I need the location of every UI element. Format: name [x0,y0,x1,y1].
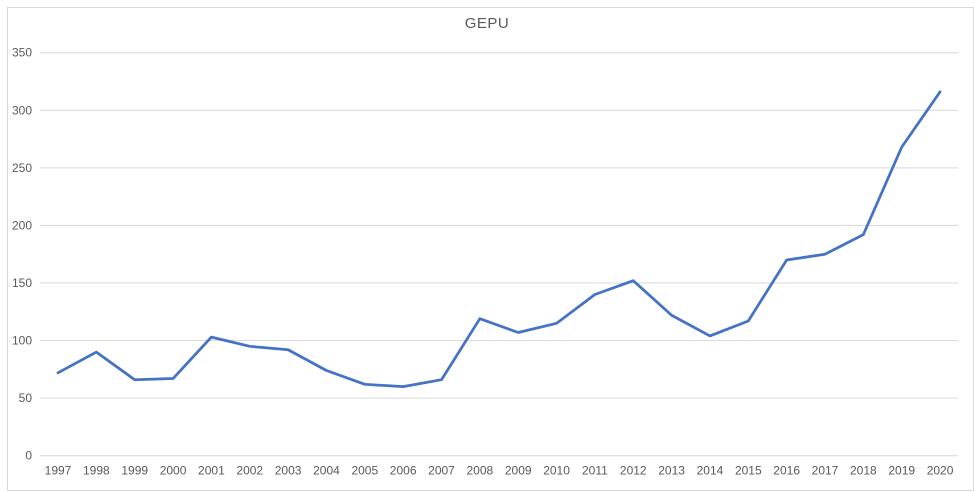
y-axis-tick-label: 200 [12,218,32,232]
x-axis-tick-labels: 1997 1998 1999 2000 2001 2002 2003 2004 2005 2006… [45,464,954,478]
x-axis-tick-label: 2010 [543,464,570,478]
x-axis-tick-label: 1998 [83,464,110,478]
x-axis-tick-label: 2012 [620,464,647,478]
chart-title: GEPU [465,15,510,32]
x-axis-tick-label: 2013 [658,464,685,478]
y-axis-tick-label: 150 [12,276,32,290]
x-axis-tick-label: 2004 [313,464,340,478]
x-axis-tick-label: 2011 [582,464,608,478]
x-axis-tick-label: 2019 [888,464,915,478]
x-axis-tick-label: 2002 [236,464,263,478]
x-axis-tick-label: 2009 [505,464,532,478]
x-axis-tick-label: 2003 [275,464,302,478]
y-axis-tick-label: 300 [12,103,32,117]
x-axis-tick-label: 2017 [812,464,839,478]
chart-container: GEPU 350 300 250 200 150 100 50 0 1997 1998 1999 2… [7,7,974,491]
x-axis-tick-label: 2018 [850,464,877,478]
y-axis-tick-label: 0 [25,449,32,463]
x-axis-tick-label: 2015 [735,464,762,478]
y-axis-tick-label: 50 [19,391,33,405]
x-axis-tick-label: 2016 [773,464,800,478]
y-axis-tick-label: 350 [12,46,32,60]
plot-area: GEPU 350 300 250 200 150 100 50 0 1997 1998 1999 2… [12,15,958,478]
y-axis-tick-labels: 350 300 250 200 150 100 50 0 [12,46,32,463]
x-axis-tick-label: 2005 [351,464,378,478]
x-axis-tick-label: 2008 [466,464,493,478]
x-axis-tick-label: 2020 [927,464,954,478]
gridlines-group [40,52,958,457]
x-axis-tick-label: 2000 [160,464,187,478]
x-axis-tick-label: 1999 [121,464,148,478]
data-series-group [56,90,942,388]
x-axis-tick-label: 2014 [697,464,724,478]
x-axis-tick-label: 2007 [428,464,455,478]
y-axis-tick-label: 100 [12,334,32,348]
x-axis-tick-label: 2001 [198,464,225,478]
x-axis-tick-label: 2006 [390,464,417,478]
x-axis-tick-label: 1997 [45,464,72,478]
data-series-line [56,90,942,388]
y-axis-tick-label: 250 [12,161,32,175]
